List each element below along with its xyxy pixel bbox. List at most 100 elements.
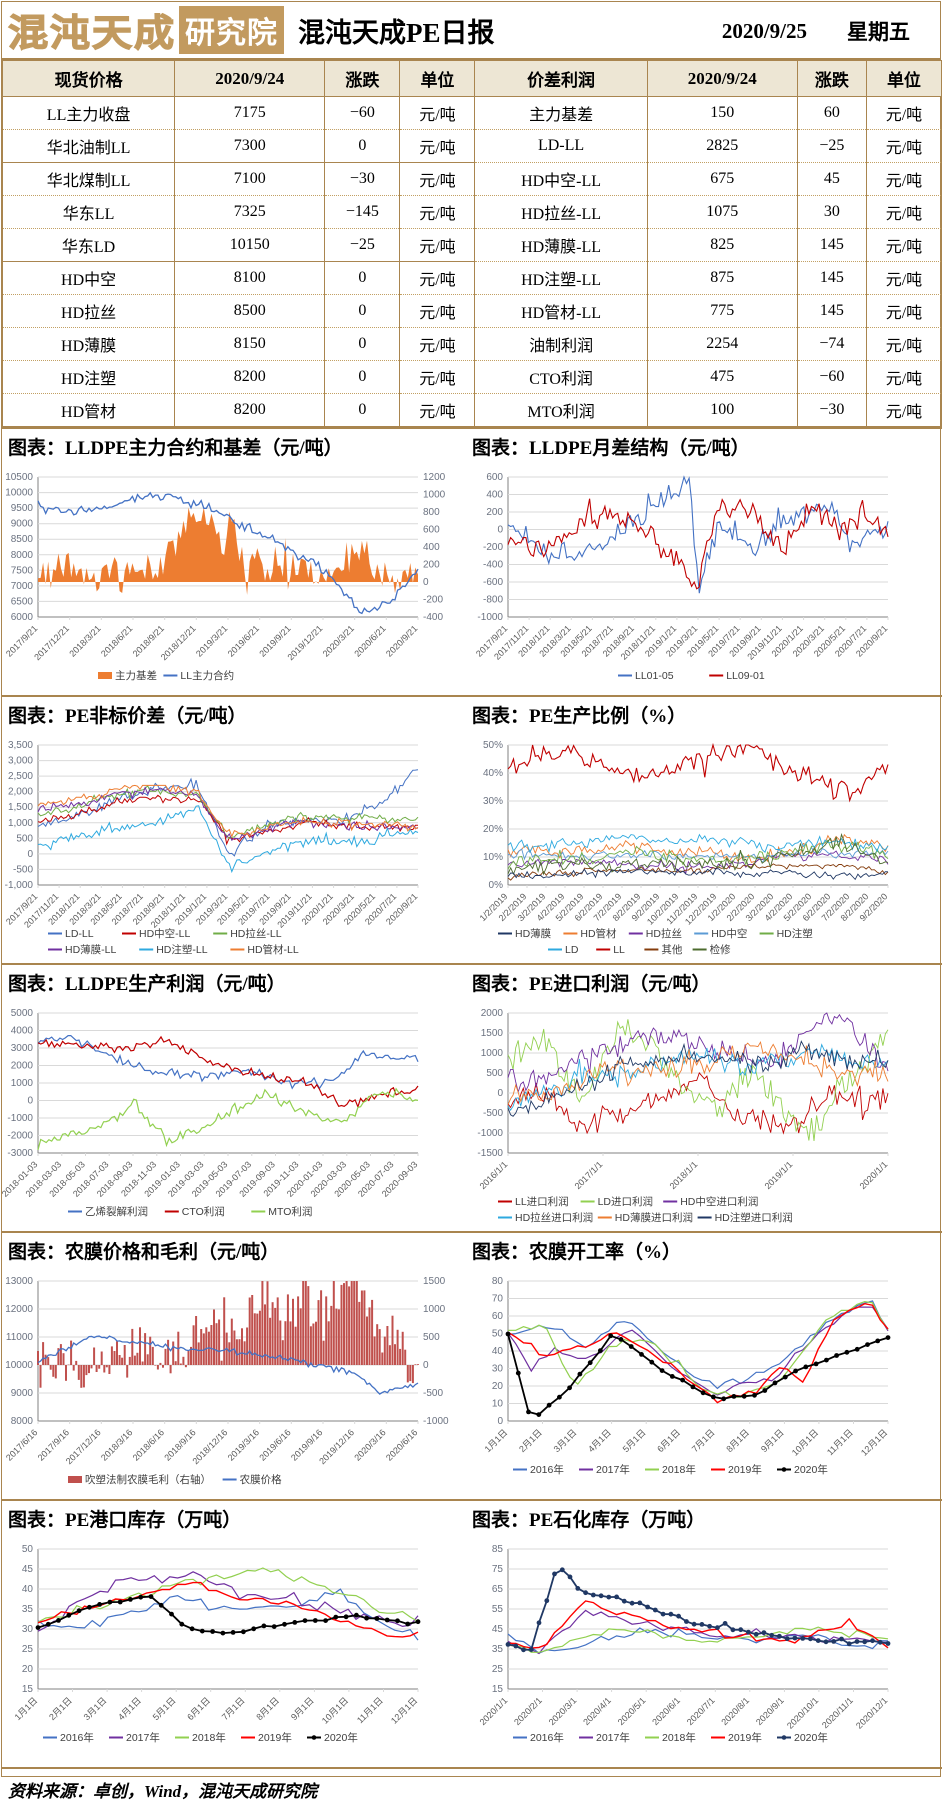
svg-text:-200: -200 bbox=[483, 542, 503, 553]
svg-text:35: 35 bbox=[492, 1644, 504, 1655]
svg-text:40%: 40% bbox=[483, 768, 503, 779]
svg-text:1000: 1000 bbox=[481, 1048, 504, 1059]
svg-text:8500: 8500 bbox=[11, 534, 34, 545]
svg-text:2020年: 2020年 bbox=[324, 1731, 358, 1744]
svg-text:65: 65 bbox=[492, 1584, 504, 1595]
svg-text:200: 200 bbox=[423, 560, 440, 571]
svg-text:500: 500 bbox=[16, 833, 33, 844]
svg-text:10月1日: 10月1日 bbox=[790, 1427, 820, 1457]
svg-text:2019年: 2019年 bbox=[728, 1731, 762, 1744]
svg-text:7月1日: 7月1日 bbox=[220, 1695, 247, 1722]
svg-text:2018/6/16: 2018/6/16 bbox=[131, 1427, 166, 1462]
svg-text:0: 0 bbox=[27, 1096, 33, 1107]
svg-text:400: 400 bbox=[423, 542, 440, 553]
svg-text:HD薄膜进口利润: HD薄膜进口利润 bbox=[615, 1211, 693, 1224]
svg-text:30: 30 bbox=[22, 1624, 34, 1635]
svg-text:1000: 1000 bbox=[423, 1304, 446, 1315]
svg-text:2000: 2000 bbox=[481, 1008, 504, 1019]
svg-text:2020/4/1: 2020/4/1 bbox=[581, 1695, 613, 1727]
svg-text:LD: LD bbox=[565, 944, 579, 956]
svg-text:70: 70 bbox=[492, 1294, 504, 1305]
svg-text:7000: 7000 bbox=[11, 581, 34, 592]
svg-text:2020/10/1: 2020/10/1 bbox=[785, 1695, 820, 1730]
svg-text:-400: -400 bbox=[423, 612, 443, 623]
svg-text:-3000: -3000 bbox=[7, 1148, 33, 1159]
svg-text:2020/6/16: 2020/6/16 bbox=[384, 1427, 419, 1462]
svg-text:2018年: 2018年 bbox=[662, 1731, 696, 1744]
svg-text:50: 50 bbox=[22, 1544, 34, 1555]
svg-text:400: 400 bbox=[486, 490, 503, 501]
svg-text:LL进口利润: LL进口利润 bbox=[515, 1195, 569, 1208]
svg-text:6500: 6500 bbox=[11, 596, 34, 607]
svg-text:0%: 0% bbox=[489, 880, 504, 891]
svg-text:检修: 检修 bbox=[710, 943, 732, 956]
svg-text:2020/5/1: 2020/5/1 bbox=[616, 1695, 648, 1727]
svg-text:1500: 1500 bbox=[481, 1028, 504, 1039]
svg-text:-500: -500 bbox=[13, 864, 33, 875]
svg-text:1500: 1500 bbox=[423, 1276, 446, 1287]
svg-text:HD管材-LL: HD管材-LL bbox=[247, 943, 299, 956]
svg-text:8月1日: 8月1日 bbox=[254, 1695, 281, 1722]
svg-text:600: 600 bbox=[423, 525, 440, 536]
svg-text:1200: 1200 bbox=[423, 472, 446, 483]
svg-text:吹塑法制农膜毛利（右轴）: 吹塑法制农膜毛利（右轴） bbox=[85, 1473, 211, 1486]
svg-text:HD中空: HD中空 bbox=[711, 927, 747, 940]
svg-text:75: 75 bbox=[492, 1564, 504, 1575]
svg-text:800: 800 bbox=[423, 507, 440, 518]
svg-text:1月1日: 1月1日 bbox=[13, 1695, 40, 1722]
svg-text:2018/3/21: 2018/3/21 bbox=[67, 623, 102, 658]
svg-text:3月1日: 3月1日 bbox=[552, 1427, 579, 1454]
svg-text:2017年: 2017年 bbox=[596, 1463, 630, 1476]
svg-text:500: 500 bbox=[486, 1068, 503, 1079]
svg-text:40: 40 bbox=[22, 1584, 34, 1595]
svg-text:2,000: 2,000 bbox=[8, 787, 33, 798]
svg-text:50%: 50% bbox=[483, 740, 503, 751]
svg-text:-500: -500 bbox=[483, 1108, 503, 1119]
svg-text:2020/12/1: 2020/12/1 bbox=[854, 1695, 889, 1730]
svg-text:3000: 3000 bbox=[11, 1043, 34, 1054]
svg-text:3月1日: 3月1日 bbox=[82, 1695, 109, 1722]
svg-text:2020/2/1: 2020/2/1 bbox=[512, 1695, 544, 1727]
svg-text:农膜价格: 农膜价格 bbox=[240, 1473, 282, 1486]
svg-text:2020/6/1: 2020/6/1 bbox=[650, 1695, 682, 1727]
svg-text:MTO利润: MTO利润 bbox=[268, 1205, 312, 1218]
svg-text:LD-LL: LD-LL bbox=[65, 928, 94, 940]
svg-text:15: 15 bbox=[492, 1684, 504, 1695]
svg-text:2018年: 2018年 bbox=[662, 1463, 696, 1476]
svg-text:5000: 5000 bbox=[11, 1008, 34, 1019]
svg-text:200: 200 bbox=[486, 507, 503, 518]
svg-text:HD注塑进口利润: HD注塑进口利润 bbox=[715, 1211, 793, 1224]
svg-text:8000: 8000 bbox=[11, 1416, 34, 1427]
svg-text:60: 60 bbox=[492, 1311, 504, 1322]
svg-text:2016年: 2016年 bbox=[530, 1463, 564, 1476]
svg-text:13000: 13000 bbox=[5, 1276, 33, 1287]
svg-text:45: 45 bbox=[22, 1564, 34, 1575]
svg-text:10000: 10000 bbox=[5, 1360, 33, 1371]
svg-text:2020/8/1: 2020/8/1 bbox=[719, 1695, 751, 1727]
svg-text:1,000: 1,000 bbox=[8, 818, 33, 829]
svg-text:9000: 9000 bbox=[11, 1388, 34, 1399]
svg-text:-1500: -1500 bbox=[477, 1148, 503, 1159]
svg-text:12月1日: 12月1日 bbox=[859, 1427, 889, 1457]
svg-text:600: 600 bbox=[486, 472, 503, 483]
svg-text:11月1日: 11月1日 bbox=[825, 1427, 855, 1457]
svg-text:4月1日: 4月1日 bbox=[116, 1695, 143, 1722]
svg-text:-1000: -1000 bbox=[7, 1113, 33, 1124]
svg-text:2018/1/1: 2018/1/1 bbox=[668, 1159, 700, 1191]
svg-text:1000: 1000 bbox=[423, 490, 446, 501]
svg-text:HD薄膜-LL: HD薄膜-LL bbox=[65, 943, 117, 956]
svg-text:2017年: 2017年 bbox=[596, 1731, 630, 1744]
svg-text:HD拉丝-LL: HD拉丝-LL bbox=[230, 927, 282, 940]
svg-text:10月1日: 10月1日 bbox=[320, 1695, 350, 1725]
svg-text:10500: 10500 bbox=[5, 472, 33, 483]
svg-text:10000: 10000 bbox=[5, 488, 33, 499]
svg-text:25: 25 bbox=[22, 1644, 34, 1655]
svg-text:6月1日: 6月1日 bbox=[655, 1427, 682, 1454]
svg-text:主力基差: 主力基差 bbox=[115, 669, 157, 682]
svg-text:500: 500 bbox=[423, 1332, 440, 1343]
svg-text:1000: 1000 bbox=[11, 1078, 34, 1089]
svg-text:2017年: 2017年 bbox=[126, 1731, 160, 1744]
svg-text:2018/3/16: 2018/3/16 bbox=[99, 1427, 134, 1462]
svg-text:LL01-05: LL01-05 bbox=[635, 670, 674, 682]
svg-text:35: 35 bbox=[22, 1604, 34, 1615]
